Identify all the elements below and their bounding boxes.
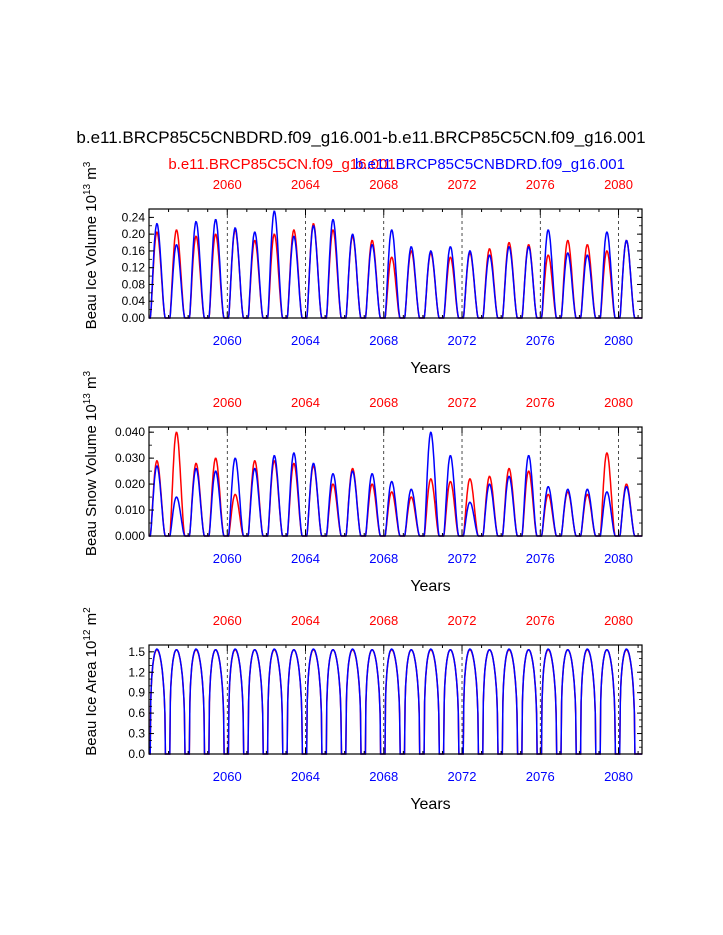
- y-tick-label: 0.6: [128, 706, 145, 720]
- y-tick-label: 0.20: [122, 227, 146, 241]
- x-tick-label-top: 2064: [291, 177, 320, 192]
- x-tick-label-bottom: 2068: [369, 333, 398, 348]
- x-tick-label-top: 2060: [213, 613, 242, 628]
- x-tick-label-top: 2076: [526, 395, 555, 410]
- x-tick-label-bottom: 2068: [369, 769, 398, 784]
- x-tick-label-top: 2080: [604, 177, 633, 192]
- x-tick-label-top: 2064: [291, 613, 320, 628]
- y-tick-label: 1.2: [128, 665, 145, 679]
- x-tick-label-bottom: 2076: [526, 551, 555, 566]
- panel-snow-volume: 0.000 0.010 0.020 0.030 0.040 2060 2060 2064 206…: [82, 370, 643, 595]
- y-tick-label: 0.08: [122, 277, 146, 291]
- x-tick-label-top: 2076: [526, 613, 555, 628]
- y-tick-label: 0.040: [115, 425, 145, 439]
- x-tick-label-bottom: 2080: [604, 769, 633, 784]
- y-axis-label: Beau Snow Volume 1013 m3: [82, 370, 100, 556]
- y-tick-label: 0.000: [115, 529, 145, 543]
- y-tick-label: 0.16: [122, 244, 146, 258]
- y-tick-label: 0.9: [128, 686, 145, 700]
- x-axis-label: Years: [410, 796, 450, 813]
- x-tick-label-bottom: 2064: [291, 769, 320, 784]
- y-tick-label: 0.030: [115, 451, 145, 465]
- x-tick-label-bottom: 2076: [526, 769, 555, 784]
- x-tick-label-bottom: 2072: [448, 769, 477, 784]
- figure-title: b.e11.BRCP85C5CNBDRD.f09_g16.001-b.e11.B…: [76, 128, 645, 147]
- x-tick-label-top: 2068: [369, 395, 398, 410]
- x-tick-label-top: 2072: [448, 177, 477, 192]
- panel-ice-volume: 0.00 0.04 0.08 0.12 0.16 0.20 0.24 2060 2060 2064…: [82, 161, 643, 377]
- x-tick-label-top: 2072: [448, 395, 477, 410]
- x-tick-label-top: 2072: [448, 613, 477, 628]
- y-tick-label: 0.24: [122, 210, 146, 224]
- x-tick-label-bottom: 2060: [213, 551, 242, 566]
- series-blue-line: [149, 431, 642, 537]
- plot-frame: [148, 426, 643, 537]
- x-tick-label-top: 2068: [369, 613, 398, 628]
- y-tick-label: 1.5: [128, 645, 145, 659]
- plot-frame: [148, 208, 643, 319]
- x-tick-label-bottom: 2076: [526, 333, 555, 348]
- x-tick-label-bottom: 2072: [448, 551, 477, 566]
- y-tick-label: 0.020: [115, 477, 145, 491]
- x-tick-label-bottom: 2064: [291, 551, 320, 566]
- legend-blue-label: b.e11.BRCP85C5CNBDRD.f09_g16.001: [355, 156, 625, 173]
- series-blue-line: [149, 648, 642, 755]
- y-tick-label: 0.04: [122, 294, 146, 308]
- x-tick-label-top: 2060: [213, 395, 242, 410]
- series-blue-line: [149, 210, 642, 319]
- y-tick-label: 0.12: [122, 261, 146, 275]
- legend-red-label: b.e11.BRCP85C5CN.f09_g16.001: [168, 156, 395, 173]
- panel-ice-area: 0.0 0.3 0.6 0.9 1.2 1.5 2060 2060 2064 2064 2068 20…: [82, 607, 643, 813]
- y-tick-label: 0.010: [115, 503, 145, 517]
- x-axis-label: Years: [410, 578, 450, 595]
- y-tick-label: 0.00: [122, 311, 146, 325]
- y-tick-label: 0.0: [128, 747, 145, 761]
- x-tick-label-bottom: 2072: [448, 333, 477, 348]
- series-red-line: [149, 431, 642, 537]
- y-tick-label: 0.3: [128, 727, 145, 741]
- y-axis-label: Beau Ice Area 1012 m2: [82, 607, 100, 756]
- x-tick-label-top: 2064: [291, 395, 320, 410]
- x-tick-label-bottom: 2080: [604, 551, 633, 566]
- x-tick-label-top: 2060: [213, 177, 242, 192]
- x-tick-label-bottom: 2060: [213, 769, 242, 784]
- x-tick-label-top: 2080: [604, 613, 633, 628]
- x-tick-label-bottom: 2060: [213, 333, 242, 348]
- x-tick-label-bottom: 2064: [291, 333, 320, 348]
- x-tick-label-top: 2080: [604, 395, 633, 410]
- x-tick-label-bottom: 2068: [369, 551, 398, 566]
- x-tick-label-bottom: 2080: [604, 333, 633, 348]
- x-tick-label-top: 2076: [526, 177, 555, 192]
- x-tick-label-top: 2068: [369, 177, 398, 192]
- x-axis-label: Years: [410, 360, 450, 377]
- y-axis-label: Beau Ice Volume 1013 m3: [82, 161, 100, 329]
